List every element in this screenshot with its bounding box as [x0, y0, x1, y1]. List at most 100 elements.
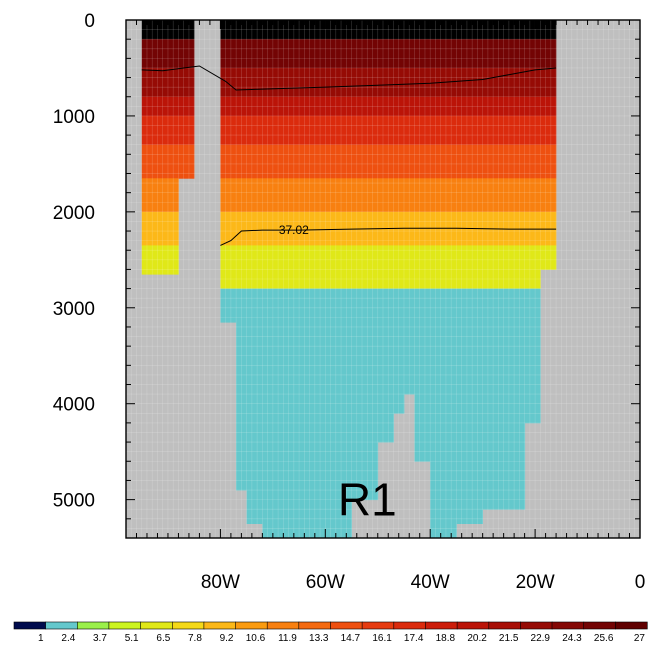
- ocean-cell: [482, 178, 526, 213]
- ocean-cell: [141, 20, 179, 40]
- ocean-cell: [141, 144, 179, 179]
- ocean-cell: [404, 211, 415, 246]
- ocean-cell: [246, 68, 263, 98]
- ocean-cell: [456, 39, 483, 69]
- ocean-cell: [283, 322, 352, 538]
- basin-label-r1: R1: [338, 474, 397, 526]
- ocean-cell: [220, 211, 237, 246]
- ocean-cell: [246, 144, 263, 179]
- ocean-cell: [524, 245, 541, 289]
- ocean-cell: [393, 322, 405, 414]
- ocean-cell: [414, 245, 431, 289]
- ocean-cell: [540, 144, 557, 179]
- ocean-cell: [430, 96, 457, 117]
- colorbar-swatch: [108, 621, 142, 630]
- ocean-cell: [524, 20, 541, 40]
- y-tick-label: 1000: [53, 107, 95, 128]
- ocean-cell: [482, 322, 526, 510]
- ocean-cell: [524, 39, 541, 69]
- ocean-cell: [220, 68, 237, 98]
- ocean-cell: [236, 245, 247, 289]
- ocean-cell: [456, 178, 483, 213]
- ocean-cell: [351, 115, 379, 146]
- ocean-cell: [351, 245, 379, 289]
- ocean-cell: [246, 96, 263, 117]
- colorbar-swatch: [393, 621, 426, 630]
- ocean-cell: [220, 245, 237, 289]
- ocean-cell: [456, 322, 483, 524]
- ocean-cell: [283, 288, 352, 323]
- ocean-cell: [524, 178, 541, 213]
- ocean-cell: [246, 288, 263, 323]
- ocean-cell: [430, 178, 457, 213]
- ocean-cell: [220, 96, 237, 117]
- ocean-cell: [377, 178, 394, 213]
- ocean-cell: [404, 322, 415, 395]
- ocean-cell: [414, 178, 431, 213]
- ocean-cell: [377, 288, 394, 323]
- ocean-cell: [393, 288, 405, 323]
- colorbar-label: 14.7: [341, 633, 361, 644]
- ocean-cell: [540, 96, 557, 117]
- ocean-cell: [524, 68, 541, 98]
- ocean-cell: [430, 39, 457, 69]
- y-tick-label: 5000: [53, 491, 95, 512]
- ocean-cell: [236, 115, 247, 146]
- ocean-cell: [414, 322, 431, 462]
- ocean-cell: [482, 115, 526, 146]
- ocean-cell: [414, 39, 431, 69]
- ocean-cell: [246, 245, 263, 289]
- ocean-cell: [220, 178, 237, 213]
- ocean-cell: [540, 178, 557, 213]
- ocean-cell: [430, 115, 457, 146]
- colorbar-label: 20.2: [467, 633, 487, 644]
- ocean-cell: [404, 20, 415, 40]
- ocean-cell: [456, 20, 483, 40]
- ocean-cell: [351, 20, 379, 40]
- colorbar-label: 3.7: [93, 633, 107, 644]
- ocean-cell: [404, 68, 415, 98]
- ocean-cell: [404, 115, 415, 146]
- colorbar-swatch: [520, 621, 553, 630]
- ocean-cell: [540, 68, 557, 98]
- ocean-cell: [262, 322, 284, 538]
- ocean-cell: [414, 144, 431, 179]
- ocean-cell: [393, 115, 405, 146]
- colorbar-label: 7.8: [188, 633, 202, 644]
- ocean-cell: [283, 115, 352, 146]
- colorbar-swatch: [298, 621, 331, 630]
- ocean-cell: [377, 144, 394, 179]
- ocean-cell: [540, 115, 557, 146]
- plot-frame: [125, 19, 641, 539]
- x-tick-label: 80W: [201, 572, 240, 593]
- ocean-cell: [141, 96, 179, 117]
- ocean-cell: [540, 20, 557, 40]
- ocean-cell: [220, 39, 237, 69]
- ocean-cell: [377, 115, 394, 146]
- colorbar-label: 17.4: [404, 633, 424, 644]
- ocean-cell: [404, 96, 415, 117]
- colorbar-swatch: [615, 621, 648, 630]
- ocean-cell: [540, 39, 557, 69]
- colorbar-label: 11.9: [278, 633, 297, 644]
- ocean-cell: [262, 144, 284, 179]
- colorbar-swatch: [456, 621, 490, 630]
- colorbar-swatch: [203, 621, 237, 630]
- ocean-cell: [262, 211, 284, 246]
- ocean-cell: [236, 178, 247, 213]
- ocean-cell: [283, 96, 352, 117]
- colorbar-label: 24.3: [562, 633, 582, 644]
- colorbar-label: 10.6: [246, 633, 266, 644]
- ocean-cell: [351, 178, 379, 213]
- ocean-cell: [351, 96, 379, 117]
- ocean-cell: [178, 68, 195, 98]
- ocean-cell: [430, 322, 457, 538]
- ocean-cell: [404, 178, 415, 213]
- ocean-cell: [414, 96, 431, 117]
- ocean-cell: [351, 144, 379, 179]
- ocean-cell: [393, 96, 405, 117]
- ocean-cell: [141, 178, 179, 213]
- ocean-cell: [524, 144, 541, 179]
- ocean-cell: [246, 178, 263, 213]
